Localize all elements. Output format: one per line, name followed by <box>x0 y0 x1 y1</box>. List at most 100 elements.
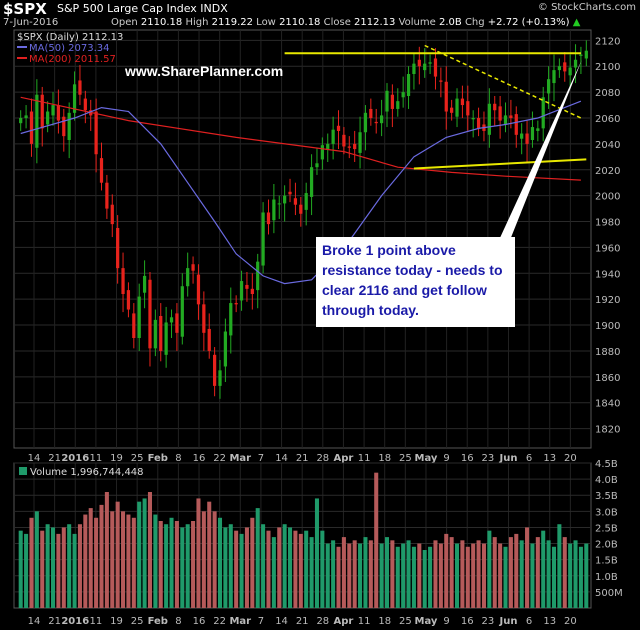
x-tick-label: 16 <box>461 453 474 464</box>
volume-bar <box>45 524 50 608</box>
candle-body <box>51 105 55 116</box>
volume-bar <box>110 511 115 608</box>
volume-bar <box>314 498 319 608</box>
candle-body <box>19 118 23 124</box>
x-tick-label: 20 <box>564 616 577 627</box>
volume-bar <box>72 533 77 608</box>
volume-bar <box>568 543 573 608</box>
price-tick-label: 1960 <box>595 243 620 254</box>
candle-body <box>283 195 287 204</box>
x-tick-label: 18 <box>378 453 391 464</box>
candle-body <box>121 268 125 294</box>
candle-body <box>159 316 163 351</box>
volume-bar <box>379 543 384 608</box>
volume-bar <box>277 527 282 608</box>
candle-body <box>202 304 206 333</box>
volume-bar <box>347 543 352 608</box>
volume-bar <box>503 546 508 608</box>
x-tick-label: 11 <box>358 616 371 627</box>
x-tick-label: May <box>415 616 438 627</box>
volume-bar <box>481 543 486 608</box>
candle-body <box>142 275 147 293</box>
candle-body <box>331 129 335 144</box>
support-line <box>413 158 587 170</box>
x-tick-label: 6 <box>526 616 532 627</box>
price-panel: 1820184018601880190019201940196019802000… <box>13 29 620 464</box>
volume-bar <box>271 537 276 608</box>
volume-tick-label: 500M <box>595 588 623 599</box>
volume-bar <box>487 530 492 608</box>
legend-volume-swatch <box>19 467 27 475</box>
volume-bar <box>341 537 346 608</box>
volume-bar <box>50 527 56 608</box>
volume-bar <box>363 537 368 608</box>
candle-body <box>105 182 109 209</box>
candle-body <box>406 74 411 96</box>
candle-body <box>433 58 438 77</box>
candle-body <box>401 92 405 98</box>
volume-bar <box>99 504 104 608</box>
volume-bar <box>83 514 88 608</box>
volume-bar <box>24 533 29 608</box>
candle-body <box>153 319 157 349</box>
volume-bar <box>384 537 390 608</box>
candle-body <box>546 79 551 94</box>
price-tick-label: 1820 <box>595 425 620 436</box>
volume-bar <box>29 517 34 608</box>
candle-body <box>557 66 561 71</box>
candle-body <box>520 133 524 139</box>
x-tick-label: 18 <box>378 616 391 627</box>
volume-bar <box>374 472 379 608</box>
candle-body <box>148 279 152 349</box>
volume-bar <box>67 524 72 608</box>
volume-tick-label: 3.0B <box>595 507 618 518</box>
volume-bar <box>61 527 66 608</box>
volume-bar <box>406 540 411 608</box>
candle-body <box>191 264 195 271</box>
candle-body <box>347 146 351 148</box>
x-tick-label: 13 <box>543 616 556 627</box>
candle-body <box>239 281 244 301</box>
volume-bar <box>508 537 513 608</box>
chart-header: $SPX S&P 500 Large Cap Index INDX © Stoc… <box>0 0 640 30</box>
candle-body <box>379 115 384 124</box>
volume-tick-label: 1.0B <box>595 572 618 583</box>
candle-body <box>186 268 190 287</box>
candle-body <box>471 118 475 120</box>
volume-bar <box>551 546 557 608</box>
x-tick-label: 25 <box>399 616 412 627</box>
candle-body <box>256 261 260 291</box>
x-tick-label: 14 <box>28 616 41 627</box>
x-tick-label: 25 <box>131 453 144 464</box>
volume-bar <box>94 517 99 608</box>
volume-bar <box>449 537 454 608</box>
x-tick-label: Jun <box>498 453 517 464</box>
candle-body <box>374 121 378 124</box>
candle-body <box>396 101 400 109</box>
volume-bar <box>411 546 416 608</box>
x-tick-label: 22 <box>213 453 226 464</box>
price-tick-label: 1880 <box>595 347 620 358</box>
volume-bar <box>514 533 519 608</box>
price-tick-label: 2080 <box>595 88 620 99</box>
volume-tick-label: 3.5B <box>595 491 618 502</box>
volume-bar <box>158 521 163 608</box>
candle-body <box>56 105 61 121</box>
price-tick-label: 1840 <box>595 399 620 410</box>
candle-body <box>116 228 120 269</box>
price-tick-label: 1980 <box>595 218 620 229</box>
volume-tick-label: 4.0B <box>595 475 618 486</box>
candle-body <box>417 59 421 67</box>
candle-body <box>525 133 529 144</box>
volume-bar <box>142 498 147 608</box>
price-tick-label: 1900 <box>595 321 620 332</box>
volume-bar <box>169 517 174 608</box>
callout-annotation: Broke 1 point above resistance today - n… <box>316 237 515 327</box>
volume-tick-label: 1.5B <box>595 556 618 567</box>
x-tick-label: Feb <box>148 616 168 627</box>
volume-bar <box>40 530 45 608</box>
x-tick-label: Apr <box>334 616 354 627</box>
volume-bar <box>191 521 196 608</box>
volume-bar <box>530 543 535 608</box>
candle-body <box>552 70 556 84</box>
